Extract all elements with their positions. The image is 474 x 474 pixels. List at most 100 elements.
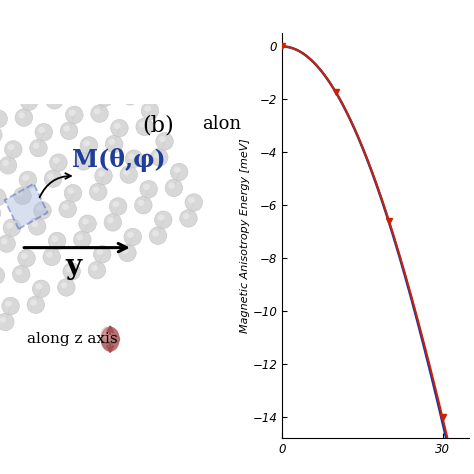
Ellipse shape (30, 300, 37, 306)
Ellipse shape (14, 187, 31, 205)
Ellipse shape (109, 139, 116, 145)
Ellipse shape (50, 154, 67, 172)
Ellipse shape (183, 213, 190, 219)
Ellipse shape (149, 227, 167, 245)
Ellipse shape (53, 157, 60, 164)
Ellipse shape (54, 79, 61, 85)
Ellipse shape (135, 196, 152, 214)
Ellipse shape (123, 169, 130, 175)
Ellipse shape (165, 179, 182, 197)
Ellipse shape (35, 123, 53, 141)
Ellipse shape (151, 149, 168, 166)
Ellipse shape (104, 214, 121, 231)
Ellipse shape (78, 156, 85, 162)
Ellipse shape (173, 167, 181, 173)
Ellipse shape (96, 89, 114, 106)
Ellipse shape (21, 253, 28, 259)
Ellipse shape (0, 204, 1, 222)
Ellipse shape (79, 78, 86, 84)
Ellipse shape (180, 210, 197, 227)
Ellipse shape (103, 330, 110, 339)
Ellipse shape (43, 248, 61, 265)
Ellipse shape (91, 105, 108, 122)
Ellipse shape (18, 112, 25, 118)
Ellipse shape (136, 118, 154, 136)
Ellipse shape (19, 171, 36, 189)
Ellipse shape (0, 156, 17, 174)
Ellipse shape (8, 144, 15, 150)
Ellipse shape (143, 184, 150, 190)
Ellipse shape (112, 41, 129, 59)
Ellipse shape (48, 232, 66, 250)
Ellipse shape (69, 109, 76, 116)
Ellipse shape (155, 211, 172, 228)
Ellipse shape (30, 139, 47, 157)
Ellipse shape (46, 91, 63, 109)
Ellipse shape (90, 183, 107, 201)
Ellipse shape (111, 119, 128, 137)
Ellipse shape (64, 126, 70, 132)
Ellipse shape (60, 122, 78, 139)
Ellipse shape (36, 283, 43, 290)
Y-axis label: Magnetic Anisotropy Energy [meV]: Magnetic Anisotropy Energy [meV] (239, 138, 249, 333)
Ellipse shape (0, 235, 15, 252)
Ellipse shape (0, 313, 14, 331)
Ellipse shape (2, 160, 9, 166)
Polygon shape (5, 183, 47, 229)
Ellipse shape (93, 246, 111, 263)
Ellipse shape (115, 45, 122, 51)
Ellipse shape (51, 76, 68, 93)
Ellipse shape (51, 236, 58, 242)
Ellipse shape (140, 181, 157, 198)
Text: along z axis: along z axis (27, 332, 117, 346)
Ellipse shape (0, 110, 8, 128)
Ellipse shape (64, 184, 82, 202)
Ellipse shape (2, 297, 19, 315)
Ellipse shape (127, 232, 134, 238)
Ellipse shape (32, 280, 50, 298)
Ellipse shape (82, 219, 89, 225)
Ellipse shape (100, 327, 113, 343)
Ellipse shape (130, 75, 137, 81)
Ellipse shape (88, 262, 106, 279)
Ellipse shape (105, 136, 123, 153)
Ellipse shape (118, 244, 136, 262)
Ellipse shape (83, 140, 90, 146)
Ellipse shape (107, 217, 114, 223)
Ellipse shape (77, 235, 83, 240)
Ellipse shape (33, 143, 40, 149)
Ellipse shape (34, 202, 51, 219)
Ellipse shape (24, 96, 30, 102)
Ellipse shape (98, 171, 105, 177)
Ellipse shape (109, 198, 127, 215)
Ellipse shape (3, 219, 21, 237)
Ellipse shape (99, 92, 106, 99)
Ellipse shape (141, 102, 159, 119)
Text: M(θ,φ): M(θ,φ) (72, 148, 165, 172)
Ellipse shape (114, 123, 121, 129)
Ellipse shape (49, 95, 56, 101)
Ellipse shape (37, 205, 44, 211)
Ellipse shape (5, 301, 12, 307)
Ellipse shape (122, 248, 129, 254)
Ellipse shape (17, 191, 24, 197)
Ellipse shape (171, 163, 188, 181)
Ellipse shape (63, 263, 81, 280)
Ellipse shape (82, 58, 99, 76)
Ellipse shape (154, 152, 161, 158)
Ellipse shape (139, 122, 146, 128)
Ellipse shape (6, 222, 13, 228)
Ellipse shape (107, 57, 124, 74)
Ellipse shape (91, 265, 98, 271)
Ellipse shape (100, 327, 120, 352)
Ellipse shape (12, 265, 30, 283)
Ellipse shape (94, 109, 101, 114)
Ellipse shape (79, 215, 96, 232)
Ellipse shape (120, 166, 137, 183)
Ellipse shape (110, 61, 117, 67)
Ellipse shape (128, 154, 136, 160)
Ellipse shape (27, 296, 45, 313)
Ellipse shape (1, 238, 8, 245)
Ellipse shape (58, 279, 75, 296)
Ellipse shape (38, 127, 45, 133)
